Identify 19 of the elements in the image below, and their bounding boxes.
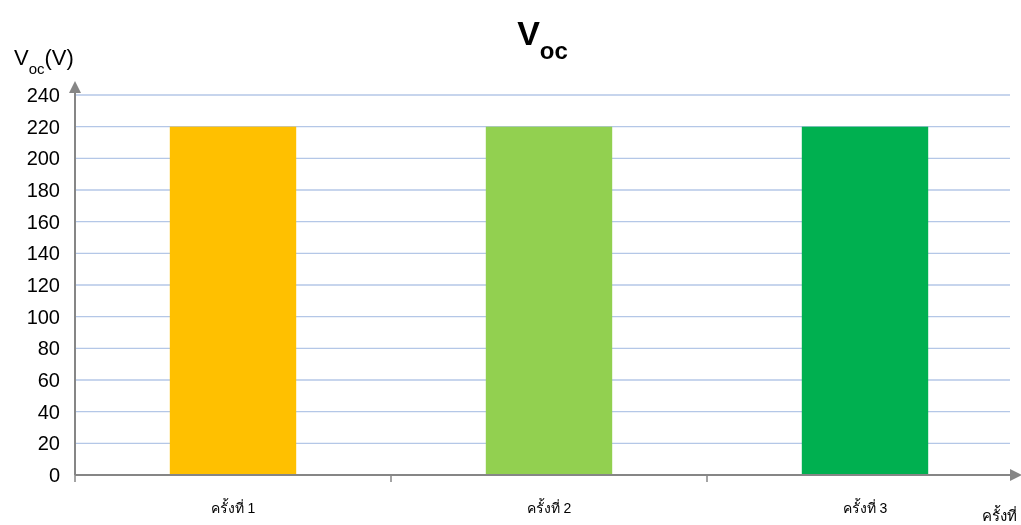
y-tick-label: 60 [37, 369, 60, 391]
y-axis-title: V$_{oc}$(V) [14, 45, 74, 77]
y-tick-label: 200 [26, 147, 60, 170]
x-tick-label: ครั้งที่ 3 [842, 498, 888, 516]
y-tick-label: 140 [26, 242, 60, 265]
y-tick-label: 20 [37, 432, 60, 455]
y-tick-label: 120 [26, 274, 60, 296]
y-tick-label: 0 [48, 464, 60, 486]
y-tick-label: 240 [26, 84, 60, 106]
y-tick-label: 80 [37, 337, 60, 360]
y-tick-label: 100 [26, 305, 60, 328]
chart-title: V$_{oc}$ [517, 14, 568, 64]
x-axis-title: ครั้งที่ [982, 505, 1017, 524]
y-tick-label: 220 [26, 115, 60, 138]
x-tick-label: ครั้งที่ 1 [210, 498, 256, 516]
y-tick-label: 40 [37, 400, 60, 423]
y-tick-label: 160 [26, 210, 60, 233]
y-tick-label: 180 [26, 179, 60, 201]
x-tick-label: ครั้งที่ 2 [526, 498, 572, 516]
